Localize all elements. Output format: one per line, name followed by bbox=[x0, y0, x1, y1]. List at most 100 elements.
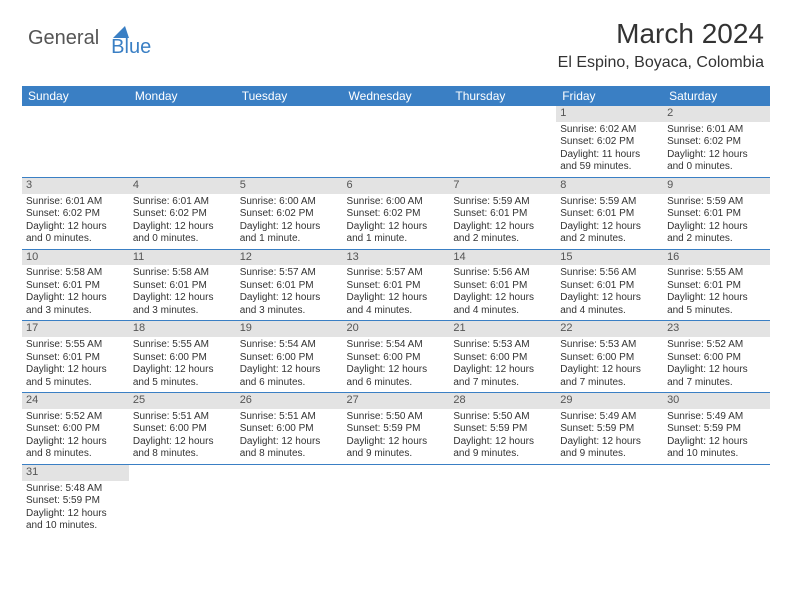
cell-sunrise: Sunrise: 5:50 AM bbox=[347, 411, 446, 424]
cell-sunset: Sunset: 6:00 PM bbox=[240, 352, 339, 365]
cell-day1: Daylight: 12 hours bbox=[453, 292, 552, 305]
cell-sunrise: Sunrise: 5:56 AM bbox=[560, 267, 659, 280]
calendar-cell bbox=[663, 464, 770, 535]
calendar-cell: 24Sunrise: 5:52 AMSunset: 6:00 PMDayligh… bbox=[22, 393, 129, 465]
day-number: 3 bbox=[22, 178, 129, 194]
calendar-cell bbox=[22, 106, 129, 177]
calendar-cell: 10Sunrise: 5:58 AMSunset: 6:01 PMDayligh… bbox=[22, 249, 129, 321]
cell-sunrise: Sunrise: 5:54 AM bbox=[347, 339, 446, 352]
title-block: March 2024 El Espino, Boyaca, Colombia bbox=[558, 18, 764, 72]
cell-sunrise: Sunrise: 5:50 AM bbox=[453, 411, 552, 424]
cell-sunset: Sunset: 6:02 PM bbox=[240, 208, 339, 221]
day-number: 20 bbox=[343, 321, 450, 337]
calendar-cell: 29Sunrise: 5:49 AMSunset: 5:59 PMDayligh… bbox=[556, 393, 663, 465]
cell-sunset: Sunset: 5:59 PM bbox=[26, 495, 125, 508]
calendar-cell: 17Sunrise: 5:55 AMSunset: 6:01 PMDayligh… bbox=[22, 321, 129, 393]
cell-day1: Daylight: 12 hours bbox=[240, 364, 339, 377]
cell-sunset: Sunset: 6:00 PM bbox=[347, 352, 446, 365]
calendar-cell: 26Sunrise: 5:51 AMSunset: 6:00 PMDayligh… bbox=[236, 393, 343, 465]
weekday-header: Friday bbox=[556, 86, 663, 106]
calendar-row: 24Sunrise: 5:52 AMSunset: 6:00 PMDayligh… bbox=[22, 393, 770, 465]
cell-day1: Daylight: 11 hours bbox=[560, 149, 659, 162]
cell-day1: Daylight: 12 hours bbox=[667, 292, 766, 305]
cell-sunset: Sunset: 6:02 PM bbox=[26, 208, 125, 221]
weekday-header: Tuesday bbox=[236, 86, 343, 106]
cell-day1: Daylight: 12 hours bbox=[347, 364, 446, 377]
cell-day1: Daylight: 12 hours bbox=[453, 221, 552, 234]
calendar-cell: 14Sunrise: 5:56 AMSunset: 6:01 PMDayligh… bbox=[449, 249, 556, 321]
cell-sunrise: Sunrise: 5:58 AM bbox=[26, 267, 125, 280]
cell-sunset: Sunset: 6:01 PM bbox=[560, 208, 659, 221]
cell-sunset: Sunset: 6:00 PM bbox=[26, 423, 125, 436]
cell-day2: and 0 minutes. bbox=[26, 233, 125, 246]
cell-sunset: Sunset: 6:00 PM bbox=[133, 352, 232, 365]
day-number: 16 bbox=[663, 250, 770, 266]
calendar-table: Sunday Monday Tuesday Wednesday Thursday… bbox=[22, 86, 770, 536]
cell-sunset: Sunset: 6:01 PM bbox=[667, 208, 766, 221]
cell-day2: and 4 minutes. bbox=[560, 305, 659, 318]
calendar-row: 17Sunrise: 5:55 AMSunset: 6:01 PMDayligh… bbox=[22, 321, 770, 393]
cell-day1: Daylight: 12 hours bbox=[667, 221, 766, 234]
calendar-cell bbox=[343, 464, 450, 535]
calendar-row: 10Sunrise: 5:58 AMSunset: 6:01 PMDayligh… bbox=[22, 249, 770, 321]
cell-sunset: Sunset: 6:01 PM bbox=[453, 208, 552, 221]
cell-sunrise: Sunrise: 5:51 AM bbox=[240, 411, 339, 424]
cell-sunset: Sunset: 6:01 PM bbox=[26, 352, 125, 365]
calendar-cell: 20 Sunrise: 5:54 AMSunset: 6:00 PMDayligh… bbox=[343, 321, 450, 393]
cell-sunrise: Sunrise: 6:01 AM bbox=[26, 196, 125, 209]
calendar-cell bbox=[556, 464, 663, 535]
cell-sunrise: Sunrise: 5:55 AM bbox=[667, 267, 766, 280]
calendar-cell: 6Sunrise: 6:00 AMSunset: 6:02 PMDaylight… bbox=[343, 177, 450, 249]
location-subtitle: El Espino, Boyaca, Colombia bbox=[558, 54, 764, 72]
weekday-header: Wednesday bbox=[343, 86, 450, 106]
calendar-cell: 18Sunrise: 5:55 AMSunset: 6:00 PMDayligh… bbox=[129, 321, 236, 393]
calendar-cell: 23Sunrise: 5:52 AMSunset: 6:00 PMDayligh… bbox=[663, 321, 770, 393]
cell-day1: Daylight: 12 hours bbox=[667, 436, 766, 449]
calendar-cell: 5Sunrise: 6:00 AMSunset: 6:02 PMDaylight… bbox=[236, 177, 343, 249]
cell-sunset: Sunset: 6:00 PM bbox=[667, 352, 766, 365]
cell-sunrise: Sunrise: 5:52 AM bbox=[26, 411, 125, 424]
cell-sunset: Sunset: 5:59 PM bbox=[453, 423, 552, 436]
day-number: 13 bbox=[343, 250, 450, 266]
cell-sunset: Sunset: 6:00 PM bbox=[560, 352, 659, 365]
calendar-cell: 25Sunrise: 5:51 AMSunset: 6:00 PMDayligh… bbox=[129, 393, 236, 465]
cell-day1: Daylight: 12 hours bbox=[347, 221, 446, 234]
day-number: 31 bbox=[22, 465, 129, 481]
header: General Blue March 2024 El Espino, Boyac… bbox=[0, 0, 792, 80]
calendar-cell bbox=[129, 464, 236, 535]
cell-sunset: Sunset: 6:02 PM bbox=[560, 136, 659, 149]
cell-day1: Daylight: 12 hours bbox=[667, 149, 766, 162]
calendar-cell: 11Sunrise: 5:58 AMSunset: 6:01 PMDayligh… bbox=[129, 249, 236, 321]
weekday-header: Monday bbox=[129, 86, 236, 106]
day-number: 7 bbox=[449, 178, 556, 194]
calendar-row: 3Sunrise: 6:01 AMSunset: 6:02 PMDaylight… bbox=[22, 177, 770, 249]
day-number: 5 bbox=[236, 178, 343, 194]
weekday-header-row: Sunday Monday Tuesday Wednesday Thursday… bbox=[22, 86, 770, 106]
cell-day2: and 6 minutes. bbox=[347, 377, 446, 390]
cell-sunset: Sunset: 5:59 PM bbox=[560, 423, 659, 436]
cell-day1: Daylight: 12 hours bbox=[26, 364, 125, 377]
calendar-cell: 30Sunrise: 5:49 AMSunset: 5:59 PMDayligh… bbox=[663, 393, 770, 465]
cell-sunset: Sunset: 5:59 PM bbox=[667, 423, 766, 436]
day-number: 12 bbox=[236, 250, 343, 266]
cell-day2: and 4 minutes. bbox=[347, 305, 446, 318]
cell-sunset: Sunset: 6:02 PM bbox=[133, 208, 232, 221]
day-number: 4 bbox=[129, 178, 236, 194]
calendar-cell: 31Sunrise: 5:48 AMSunset: 5:59 PMDayligh… bbox=[22, 464, 129, 535]
cell-day2: and 0 minutes. bbox=[667, 161, 766, 174]
cell-sunrise: Sunrise: 5:58 AM bbox=[133, 267, 232, 280]
cell-day1: Daylight: 12 hours bbox=[560, 436, 659, 449]
day-number: 6 bbox=[343, 178, 450, 194]
cell-day2: and 0 minutes. bbox=[133, 233, 232, 246]
day-number: 10 bbox=[22, 250, 129, 266]
cell-day1: Daylight: 12 hours bbox=[667, 364, 766, 377]
cell-sunrise: Sunrise: 5:55 AM bbox=[133, 339, 232, 352]
day-number: 14 bbox=[449, 250, 556, 266]
calendar-cell: 1Sunrise: 6:02 AMSunset: 6:02 PMDaylight… bbox=[556, 106, 663, 177]
day-number: 18 bbox=[129, 321, 236, 337]
weekday-header: Thursday bbox=[449, 86, 556, 106]
cell-day2: and 59 minutes. bbox=[560, 161, 659, 174]
day-number: 15 bbox=[556, 250, 663, 266]
cell-sunrise: Sunrise: 5:49 AM bbox=[560, 411, 659, 424]
cell-day1: Daylight: 12 hours bbox=[453, 436, 552, 449]
